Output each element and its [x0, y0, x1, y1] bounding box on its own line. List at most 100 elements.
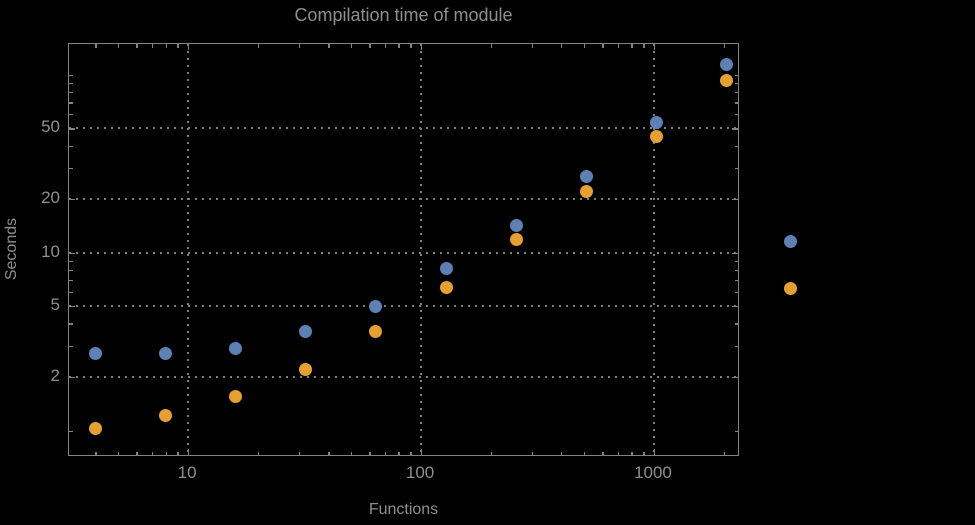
x-axis-title: Functions — [368, 501, 439, 518]
tick-x-top-1000 — [653, 44, 656, 50]
tick-y-20 — [69, 199, 75, 201]
data-point-series-orange-x32 — [299, 363, 313, 377]
tick-x-20 — [258, 451, 260, 455]
tick-x-60 — [369, 451, 371, 455]
tick-x-400 — [561, 451, 563, 455]
tick-y-right-9 — [734, 260, 738, 262]
tick-x-top-50 — [350, 44, 353, 48]
data-point-series-blue-x32 — [299, 325, 313, 339]
tick-x-top-300 — [532, 44, 534, 48]
gridline-y-10 — [69, 251, 738, 254]
tick-y-right-8 — [734, 269, 738, 272]
x-tick-label-1000: 1000 — [634, 463, 672, 482]
tick-y-2 — [69, 376, 75, 379]
tick-x-top-200 — [491, 44, 493, 48]
tick-y-right-3 — [734, 345, 738, 347]
gridline-x-100 — [420, 44, 423, 455]
tick-x-90 — [410, 451, 412, 455]
tick-y-right-4 — [734, 323, 738, 325]
tick-x-700 — [617, 451, 620, 455]
tick-x-4 — [95, 451, 97, 455]
data-point-series-blue-x128 — [439, 261, 453, 275]
tick-y-right-80 — [734, 92, 738, 94]
data-point-series-orange-x256 — [509, 233, 523, 247]
tick-y-right-5 — [732, 306, 738, 308]
tick-x-6 — [136, 451, 138, 455]
tick-x-80 — [398, 451, 400, 455]
tick-y-7 — [69, 280, 73, 282]
y-tick-label-2: 2 — [50, 365, 60, 385]
data-point-series-orange-x8 — [159, 409, 173, 423]
data-point-series-orange-x4 — [88, 421, 102, 435]
data-point-series-orange-x512 — [579, 185, 593, 199]
tick-x-top-90 — [410, 44, 412, 48]
y-tick-label-20: 20 — [41, 188, 60, 208]
tick-x-top-30 — [299, 44, 301, 48]
tick-y-90 — [69, 82, 73, 85]
tick-x-top-700 — [617, 44, 620, 48]
tick-y-3 — [69, 345, 73, 347]
tick-y-70 — [69, 102, 73, 104]
data-point-series-blue-x16 — [229, 341, 243, 355]
gridline-y-20 — [69, 198, 738, 201]
data-point-series-blue-x2048 — [720, 58, 734, 72]
tick-x-300 — [532, 451, 534, 455]
tick-x-8 — [165, 451, 167, 455]
tick-y-right-2 — [732, 376, 738, 379]
tick-x-top-2000 — [724, 44, 726, 48]
tick-x-900 — [643, 451, 645, 455]
tick-y-30 — [69, 167, 73, 169]
tick-y-right-7 — [734, 280, 738, 282]
tick-y-right-90 — [734, 82, 738, 85]
tick-y-right-10 — [732, 252, 738, 254]
data-point-series-blue-x64 — [369, 299, 383, 313]
y-tick-label-50: 50 — [41, 117, 60, 137]
data-point-series-orange-x64 — [369, 325, 383, 339]
tick-x-top-9 — [177, 44, 179, 48]
tick-y-6 — [69, 292, 73, 294]
gridline-x-1000 — [652, 44, 655, 455]
tick-x-top-500 — [583, 44, 586, 48]
gridline-x-10 — [187, 44, 190, 455]
tick-y-100 — [69, 74, 73, 76]
tick-y-right-20 — [732, 199, 738, 201]
tick-x-top-600 — [602, 44, 604, 48]
tick-y-right-30 — [734, 167, 738, 169]
tick-y-80 — [69, 92, 73, 94]
x-tick-label-100: 100 — [405, 463, 435, 482]
tick-x-500 — [583, 451, 586, 455]
tick-x-top-900 — [643, 44, 645, 48]
tick-y-right-60 — [734, 114, 738, 116]
tick-y-8 — [69, 269, 73, 272]
data-point-series-blue-x256 — [509, 218, 523, 232]
tick-x-top-800 — [631, 44, 633, 48]
tick-x-30 — [299, 451, 301, 455]
tick-x-200 — [491, 451, 493, 455]
data-point-series-blue-x4 — [88, 347, 102, 361]
tick-x-top-70 — [384, 44, 387, 48]
data-point-series-blue-x1024 — [649, 115, 663, 129]
tick-x-top-6 — [136, 44, 138, 48]
tick-x-top-400 — [561, 44, 563, 48]
y-tick-label-5: 5 — [50, 295, 60, 315]
tick-y-50 — [69, 128, 75, 130]
tick-x-40 — [328, 451, 330, 455]
x-tick-label-10: 10 — [177, 463, 197, 482]
gridline-y-2 — [69, 375, 738, 378]
tick-y-60 — [69, 114, 73, 116]
tick-x-1000 — [653, 449, 656, 455]
tick-y-10 — [69, 252, 75, 254]
chart-title: Compilation time of module — [294, 5, 513, 25]
tick-y-40 — [69, 145, 73, 147]
tick-x-top-5 — [118, 44, 120, 48]
tick-x-10 — [188, 449, 190, 455]
data-point-series-blue-x512 — [579, 170, 593, 184]
legend-marker-2 — [784, 282, 797, 295]
tick-x-800 — [631, 451, 633, 455]
tick-x-7 — [152, 451, 154, 455]
tick-x-top-20 — [258, 44, 260, 48]
tick-y-right-6 — [734, 292, 738, 294]
data-point-series-orange-x1024 — [649, 129, 663, 143]
tick-y-1 — [69, 430, 73, 432]
data-point-series-blue-x8 — [159, 347, 173, 361]
